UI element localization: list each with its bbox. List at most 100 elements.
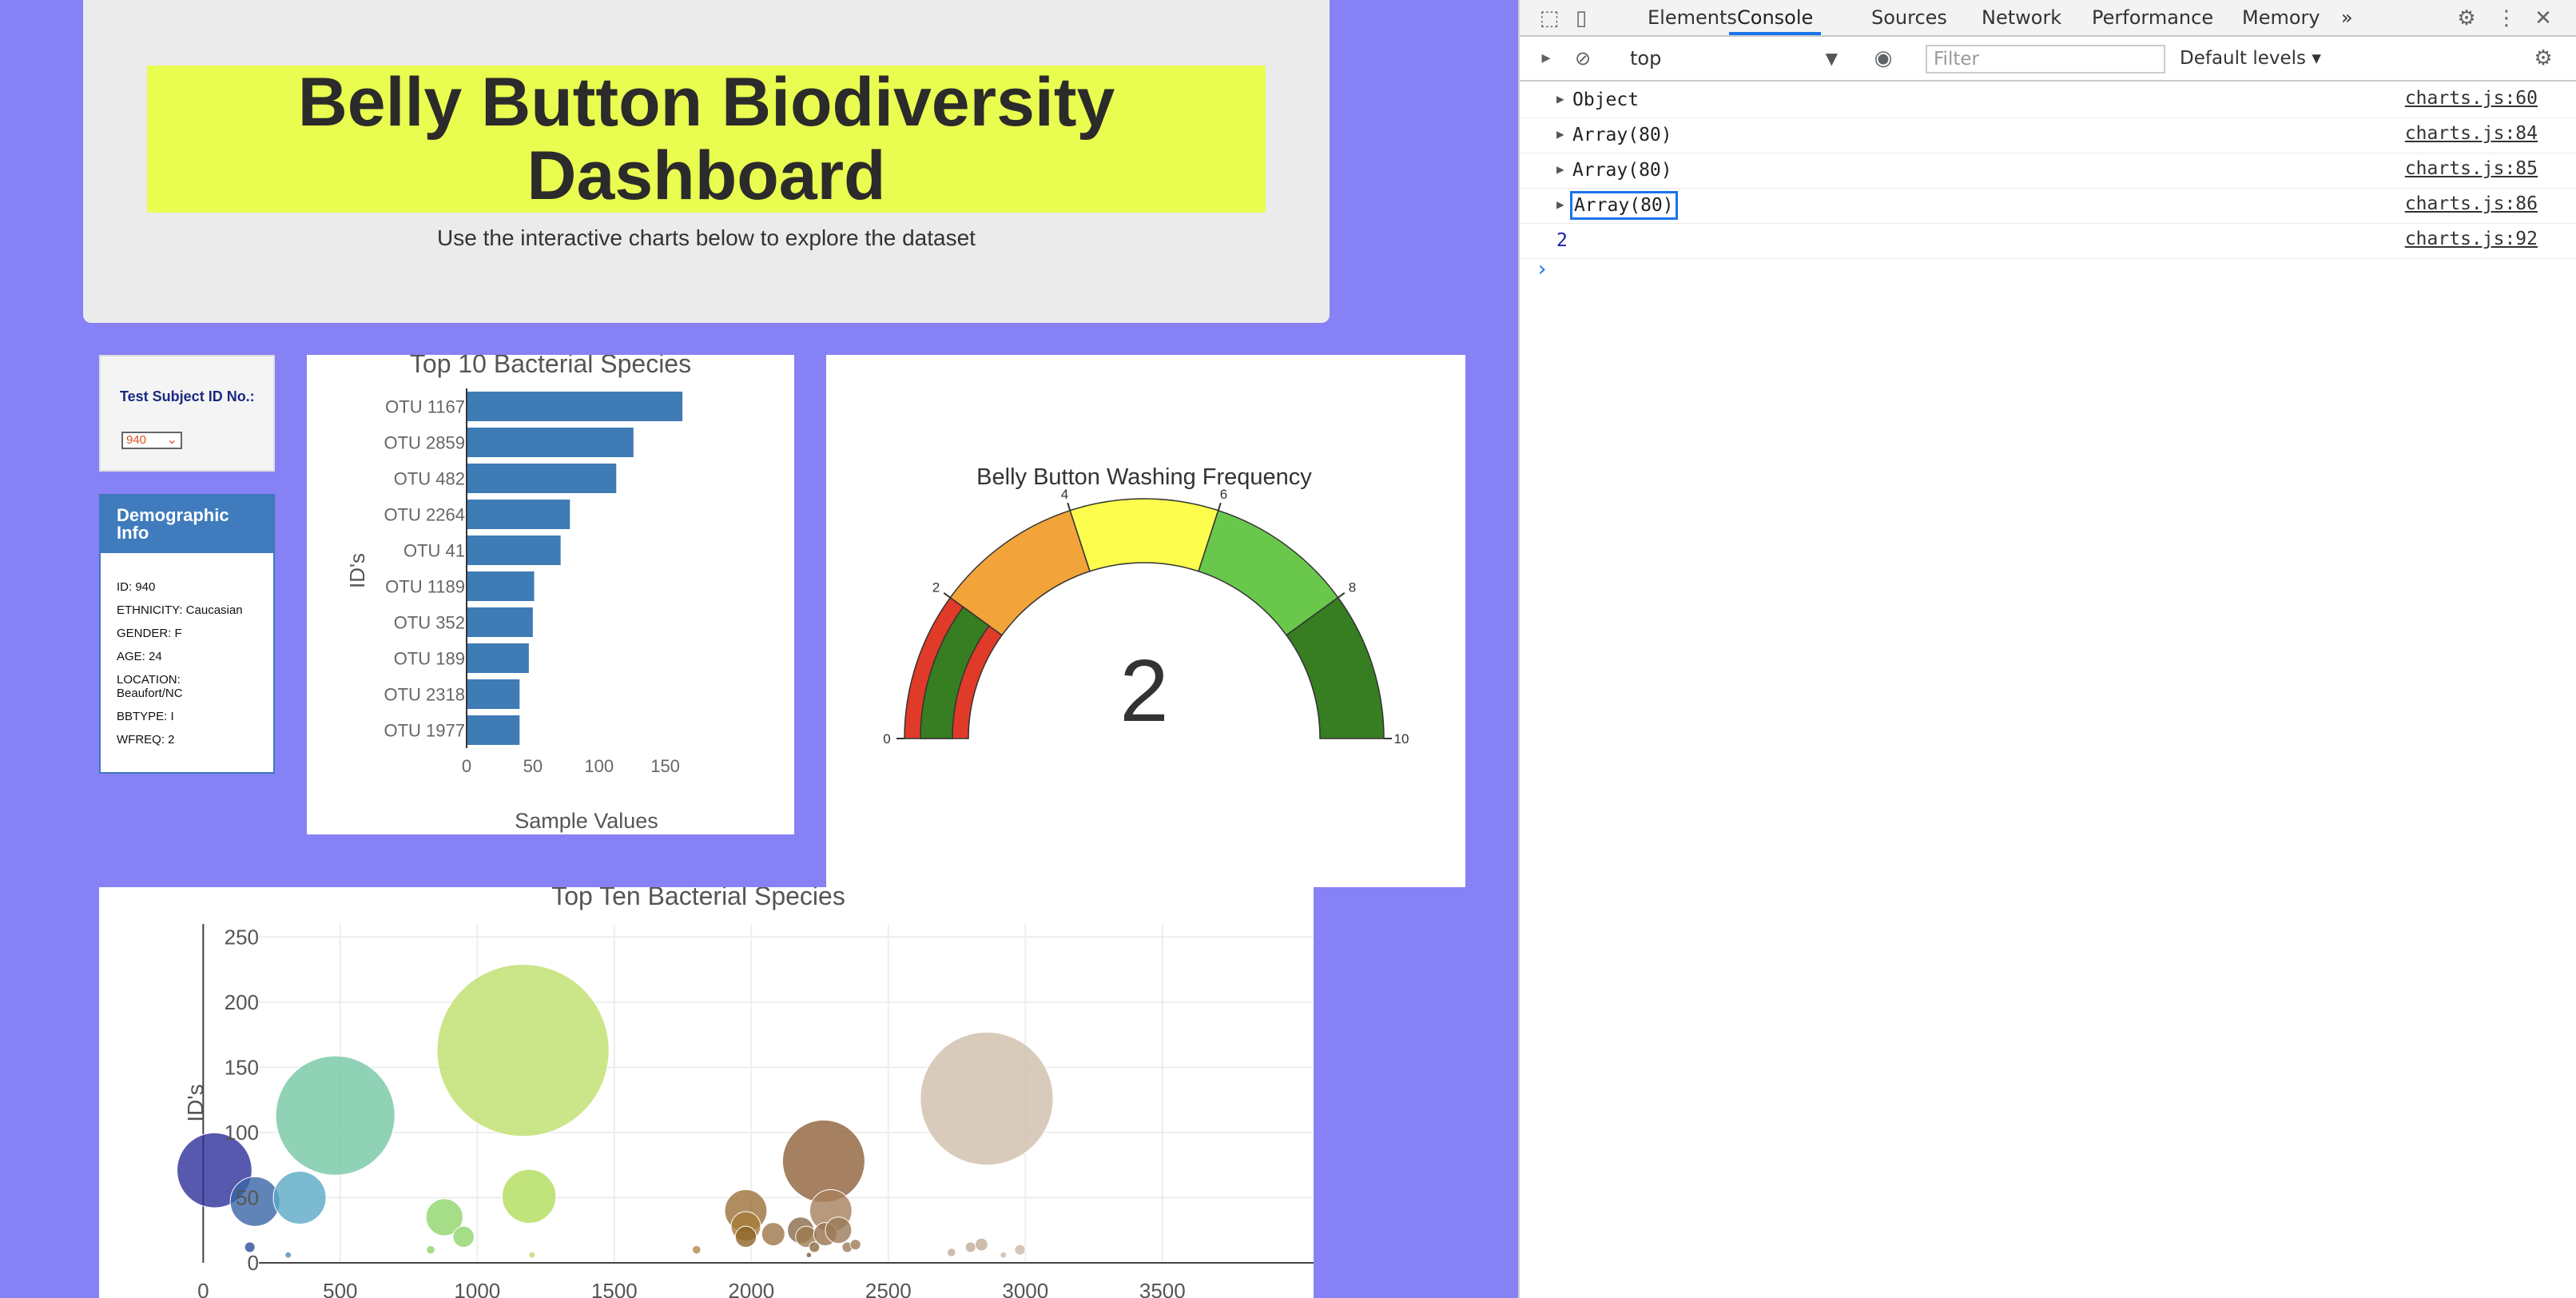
sidebar-toggle-icon[interactable]: ▸: [1541, 48, 1551, 68]
bubble-chart-container: 0 50 100 150 200 250 0 500 1000 1500 2000 2500 3000 3…: [99, 882, 1314, 1298]
bubble: [805, 1252, 813, 1259]
bubble: [244, 1241, 256, 1253]
log-entry[interactable]: ▶ Array(80) charts.js:86: [1520, 189, 2576, 224]
demo-item: GENDER: F: [117, 627, 182, 640]
inspect-element-icon[interactable]: ⬚: [1539, 6, 1560, 30]
expand-arrow-icon[interactable]: ▶: [1556, 197, 1564, 212]
bubble-x-tick-label: 1500: [591, 1279, 638, 1298]
dashboard-page: Belly Button Biodiversity Dashboard Use …: [0, 0, 1518, 1298]
bar-x-tick-label: 0: [462, 756, 471, 776]
log-entry[interactable]: ▶ Array(80) charts.js:84: [1520, 118, 2576, 153]
bar: [467, 428, 634, 457]
page-subtitle: Use the interactive charts below to expl…: [437, 225, 976, 250]
bubble: [177, 1132, 252, 1208]
log-source-link[interactable]: charts.js:86: [2404, 193, 2538, 214]
log-value[interactable]: 2: [1556, 230, 1568, 251]
close-icon[interactable]: ✕: [2534, 6, 2552, 30]
gauge-tick-label: 4: [1061, 487, 1068, 502]
bubble: [528, 1251, 536, 1259]
bar: [467, 536, 561, 565]
log-source-link[interactable]: charts.js:84: [2404, 123, 2538, 144]
filter-input[interactable]: Filter: [1926, 45, 2165, 74]
bubble-chart-title: Top Ten Bacterial Species: [551, 887, 845, 910]
bubble: [734, 1225, 757, 1248]
eye-icon[interactable]: ◉: [1874, 46, 1893, 70]
tab-network[interactable]: Network: [1982, 6, 2062, 29]
bubble-x-tick-label: 3000: [1002, 1279, 1048, 1298]
tab-performance[interactable]: Performance: [2092, 6, 2214, 29]
demo-item: WFREQ: 2: [117, 733, 175, 747]
bubble-x-tick-label: 500: [323, 1279, 357, 1298]
bubble-y-tick-label: 0: [248, 1251, 259, 1275]
gauge-value-bar: [920, 606, 990, 739]
bubble-y-tick-label: 150: [225, 1055, 259, 1079]
bubble: [761, 1222, 785, 1247]
gauge-tick-label: 0: [883, 731, 890, 747]
bar: [467, 571, 535, 601]
bubble: [975, 1237, 988, 1252]
console-settings-icon[interactable]: ⚙: [2534, 46, 2553, 70]
log-value[interactable]: Array(80): [1572, 160, 1672, 181]
expand-arrow-icon[interactable]: ▶: [1556, 161, 1564, 177]
gauge-tick-label: 2: [932, 580, 940, 595]
bar: [467, 715, 520, 745]
bar-chart: Top 10 Bacterial Species OTU 1167 OTU 2859…: [345, 349, 691, 833]
bubble-y-axis-label: ID's: [183, 1084, 208, 1121]
log-value[interactable]: Object: [1572, 90, 1640, 110]
bar-chart-title: Top 10 Bacterial Species: [410, 355, 691, 378]
tab-console[interactable]: Console: [1729, 0, 1822, 35]
page-title: Belly Button Biodiversity Dashboard: [297, 64, 1115, 214]
bubble-x-tick-label: 2500: [865, 1279, 912, 1298]
context-select[interactable]: top ▼: [1630, 45, 1838, 72]
bubble: [501, 1169, 557, 1224]
log-value[interactable]: Array(80): [1572, 125, 1672, 145]
gauge-tick: [1338, 591, 1346, 599]
bubble: [426, 1244, 435, 1255]
console-prompt[interactable]: ›: [1536, 257, 1548, 281]
demo-item: BBTYPE: I: [117, 710, 174, 723]
bubble: [825, 1216, 853, 1244]
expand-arrow-icon[interactable]: ▶: [1556, 126, 1564, 141]
log-entry[interactable]: 2 charts.js:92: [1520, 224, 2576, 259]
log-levels-dropdown[interactable]: Default levels ▾: [2180, 48, 2321, 69]
demographic-panel-title: Demographic Info: [117, 505, 229, 543]
more-tabs-button[interactable]: »: [2341, 6, 2353, 29]
tab-sources[interactable]: Sources: [1871, 6, 1947, 29]
bubble-y-tick-label: 250: [225, 925, 259, 949]
subject-id-select[interactable]: 940 ⌄: [121, 432, 182, 449]
bubble: [964, 1241, 976, 1253]
expand-arrow-icon[interactable]: ▶: [1556, 91, 1564, 106]
log-source-link[interactable]: charts.js:85: [2404, 158, 2538, 179]
bar-category-label: OTU 482: [394, 469, 465, 489]
bar-category-label: OTU 2318: [384, 685, 466, 705]
bubble-y-tick-label: 50: [236, 1185, 259, 1209]
bubble: [920, 1031, 1054, 1166]
subject-selector-panel: Test Subject ID No.: 940 ⌄: [99, 355, 275, 472]
bubble: [452, 1225, 475, 1248]
bar-category-label: OTU 41: [403, 541, 465, 561]
log-entry[interactable]: ▶ Array(80) charts.js:85: [1520, 153, 2576, 189]
gauge-tick: [1067, 502, 1071, 511]
gear-icon[interactable]: ⚙: [2457, 6, 2476, 30]
tab-memory[interactable]: Memory: [2242, 6, 2320, 29]
log-value-focused[interactable]: Array(80): [1570, 191, 1678, 220]
demographic-info-panel: Demographic Info ID: 940 ETHNICITY: Cauc…: [99, 494, 275, 774]
bar-y-axis-label: ID's: [345, 553, 369, 588]
device-toggle-icon[interactable]: ▯: [1575, 6, 1588, 30]
log-source-link[interactable]: charts.js:92: [2404, 229, 2538, 249]
log-source-link[interactable]: charts.js:60: [2404, 88, 2538, 109]
more-vert-icon[interactable]: ⋮: [2496, 6, 2517, 30]
bubble: [272, 1170, 327, 1224]
gauge-chart: Belly Button Washing Frequency 0 2 4 6 8 10 2: [883, 464, 1409, 747]
console-toolbar: ▸ ⊘ top ▼ ◉ Filter Default levels ▾ ⚙: [1520, 38, 2576, 82]
console-output: ▶ Object charts.js:60 ▶ Array(80) charts…: [1520, 83, 2576, 259]
bubble-x-tick-label: 2000: [728, 1279, 774, 1298]
tab-elements[interactable]: Elements: [1648, 6, 1737, 29]
gauge-value: 2: [1119, 642, 1168, 740]
bar-category-label: OTU 1189: [385, 577, 465, 597]
bubble-x-tick-label: 1000: [454, 1279, 500, 1298]
clear-console-icon[interactable]: ⊘: [1574, 47, 1592, 70]
bubble-x-tick-label: 0: [197, 1279, 209, 1298]
log-entry[interactable]: ▶ Object charts.js:60: [1520, 83, 2576, 118]
